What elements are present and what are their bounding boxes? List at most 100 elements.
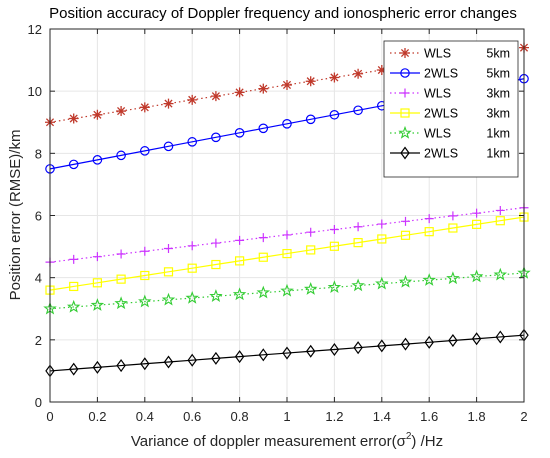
data-point bbox=[375, 276, 389, 290]
data-point bbox=[329, 241, 339, 251]
data-point bbox=[234, 87, 245, 98]
data-point bbox=[377, 339, 387, 353]
data-point bbox=[353, 222, 363, 232]
data-point bbox=[211, 132, 221, 143]
data-point bbox=[69, 254, 79, 264]
data-point bbox=[68, 362, 79, 376]
data-point bbox=[280, 283, 294, 297]
data-point bbox=[258, 123, 269, 134]
legend: WLS 5km 2WLS 5km WLS 3km 2WLS 3km WLS 1km 2WLS 1km bbox=[383, 40, 519, 178]
data-point bbox=[116, 106, 127, 117]
y-tick-label: 6 bbox=[35, 209, 42, 224]
data-point bbox=[303, 282, 318, 295]
data-point bbox=[282, 119, 292, 129]
y-tick-label: 0 bbox=[35, 395, 42, 410]
data-point bbox=[161, 292, 176, 306]
data-point bbox=[92, 252, 102, 262]
data-point bbox=[329, 224, 339, 234]
data-point bbox=[187, 263, 197, 273]
legend-marker bbox=[398, 125, 412, 139]
data-point bbox=[400, 230, 411, 240]
data-point bbox=[185, 290, 199, 304]
x-axis-title-main: Variance of doppler measurement error(σ bbox=[131, 433, 407, 450]
x-tick-label: 1 bbox=[283, 409, 290, 424]
legend-method: 2WLS bbox=[424, 107, 458, 121]
y-axis: 0 2 4 6 8 10 12 bbox=[28, 22, 524, 410]
data-point bbox=[164, 244, 173, 254]
data-point bbox=[329, 342, 340, 356]
data-point bbox=[282, 79, 292, 90]
series-line bbox=[49, 272, 525, 310]
data-point bbox=[116, 274, 126, 284]
legend-method: WLS bbox=[424, 87, 451, 101]
data-point bbox=[351, 278, 365, 292]
data-point bbox=[140, 270, 150, 281]
data-point bbox=[306, 227, 316, 237]
data-point bbox=[377, 219, 387, 229]
y-tick-label: 2 bbox=[35, 333, 42, 348]
legend-method: 2WLS bbox=[424, 147, 458, 161]
x-axis: 0 0.2 0.4 0.6 0.8 1 1.2 1.4 1.6 1.8 2 bbox=[46, 29, 528, 424]
data-point bbox=[424, 214, 434, 224]
data-point bbox=[138, 294, 152, 308]
data-point bbox=[424, 335, 434, 349]
data-point bbox=[258, 233, 268, 243]
data-point bbox=[448, 211, 458, 221]
x-axis-title-sup: 2 bbox=[406, 431, 412, 442]
data-point bbox=[187, 353, 197, 367]
x-tick-label: 0 bbox=[46, 409, 53, 424]
data-point bbox=[258, 348, 269, 362]
x-tick-label: 0.6 bbox=[183, 409, 201, 424]
series-3 bbox=[45, 212, 529, 295]
data-point bbox=[258, 252, 268, 262]
data-point bbox=[211, 351, 221, 365]
legend-distance: 3km bbox=[486, 107, 510, 121]
data-point bbox=[211, 259, 221, 270]
data-point bbox=[116, 359, 126, 373]
data-point bbox=[448, 223, 458, 233]
data-point bbox=[116, 150, 126, 161]
legend-marker bbox=[400, 146, 410, 160]
legend-item: 2WLS 3km bbox=[390, 107, 510, 121]
x-tick-label: 2 bbox=[520, 409, 527, 424]
data-point bbox=[422, 273, 436, 286]
data-point bbox=[163, 355, 174, 369]
data-point bbox=[92, 278, 103, 288]
data-point bbox=[353, 238, 363, 248]
legend-distance: 5km bbox=[486, 67, 510, 81]
data-point bbox=[209, 289, 223, 302]
data-point bbox=[282, 230, 292, 240]
y-tick-label: 8 bbox=[35, 146, 42, 161]
data-point bbox=[471, 332, 482, 346]
data-point bbox=[235, 235, 245, 245]
data-point bbox=[211, 238, 221, 248]
chart-title: Position accuracy of Doppler frequency a… bbox=[49, 5, 517, 22]
data-point bbox=[232, 287, 247, 301]
data-point bbox=[400, 337, 411, 351]
legend-marker bbox=[400, 48, 410, 58]
data-point bbox=[305, 76, 316, 87]
data-point bbox=[398, 274, 413, 288]
data-point bbox=[187, 94, 198, 105]
series-line bbox=[49, 216, 525, 291]
data-point bbox=[377, 234, 387, 244]
legend-distance: 3km bbox=[486, 87, 510, 101]
legend-marker bbox=[400, 68, 410, 78]
data-point bbox=[401, 216, 410, 226]
data-point bbox=[68, 159, 79, 170]
data-point bbox=[139, 102, 150, 113]
data-point bbox=[92, 360, 103, 374]
x-tick-label: 0.2 bbox=[88, 409, 106, 424]
x-tick-label: 1.2 bbox=[325, 409, 343, 424]
x-axis-title: Variance of doppler measurement error(σ2… bbox=[131, 431, 443, 450]
data-point bbox=[376, 65, 387, 76]
data-point bbox=[187, 137, 197, 147]
legend-item: 2WLS 1km bbox=[390, 146, 510, 161]
legend-distance: 1km bbox=[486, 147, 510, 161]
data-point bbox=[329, 109, 340, 120]
data-point bbox=[282, 346, 292, 360]
data-point bbox=[140, 246, 150, 256]
y-tick-label: 4 bbox=[35, 271, 42, 286]
data-point bbox=[163, 98, 174, 109]
data-point bbox=[495, 216, 505, 226]
